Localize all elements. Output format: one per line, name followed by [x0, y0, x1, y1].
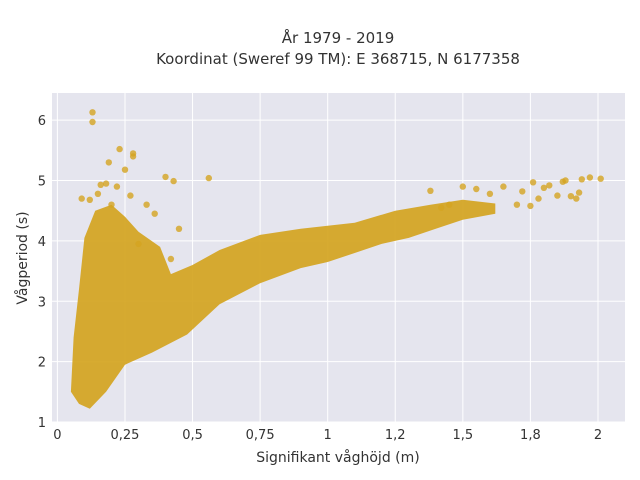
data-point: [89, 109, 96, 116]
x-tick-label: 0,5: [182, 428, 203, 443]
x-tick-label: 2: [594, 428, 602, 443]
y-tick-label: 3: [38, 295, 46, 310]
data-point: [162, 173, 169, 181]
chart-title-line-1: År 1979 - 2019: [281, 29, 395, 47]
data-point: [535, 195, 542, 202]
data-point: [78, 195, 85, 202]
data-point: [427, 187, 434, 194]
chart-title-line-2: Koordinat (Sweref 99 TM): E 368715, N 61…: [156, 50, 520, 68]
data-point: [513, 201, 521, 208]
data-point: [127, 192, 134, 199]
data-point: [113, 183, 121, 190]
data-point: [121, 166, 129, 173]
data-point: [446, 201, 453, 208]
data-point: [175, 225, 183, 232]
data-point: [540, 184, 548, 191]
data-point: [519, 188, 526, 195]
data-point: [438, 204, 445, 211]
data-point: [129, 153, 137, 160]
data-point: [486, 190, 494, 197]
data-point: [143, 201, 150, 208]
data-point: [167, 255, 175, 263]
x-tick-label: 0,75: [246, 428, 275, 443]
data-point: [573, 195, 580, 202]
x-axis-title: Signifikant våghöjd (m): [256, 449, 419, 466]
data-point: [97, 181, 104, 188]
data-point: [205, 174, 212, 182]
x-tick-labels: 0 0,25 0,5 0,75 1 1,2 1,5 1,8 2: [53, 428, 602, 443]
data-point: [597, 175, 604, 182]
data-point: [529, 179, 537, 186]
data-point: [546, 182, 553, 189]
y-tick-label: 4: [38, 235, 46, 250]
data-point: [578, 176, 585, 183]
x-tick-label: 1,8: [520, 428, 541, 443]
data-points: [78, 109, 604, 263]
x-tick-label: 0,25: [110, 428, 139, 443]
data-point: [554, 192, 561, 199]
data-point: [116, 145, 123, 153]
x-tick-label: 1,2: [385, 428, 406, 443]
data-point: [108, 201, 115, 208]
data-point: [151, 210, 158, 217]
y-tick-label: 5: [38, 175, 46, 190]
data-point: [459, 183, 466, 190]
data-point: [105, 159, 113, 166]
x-tick-label: 0: [53, 428, 61, 443]
dense-cloud-area: [70, 199, 496, 409]
x-tick-label: 1: [324, 428, 332, 443]
x-tick-label: 1,5: [452, 428, 473, 443]
data-point: [102, 180, 110, 187]
data-point: [94, 190, 102, 197]
data-point: [575, 189, 583, 196]
y-tick-labels: 1 2 3 4 5 6: [38, 114, 46, 431]
y-axis-title: Vågperiod (s): [14, 211, 31, 304]
data-point: [500, 183, 507, 190]
data-point: [562, 177, 569, 184]
data-point: [86, 196, 94, 203]
chart-title: År 1979 - 2019 Koordinat (Sweref 99 TM):…: [0, 28, 640, 70]
data-point: [567, 193, 575, 200]
data-point: [135, 240, 142, 248]
y-tick-label: 1: [38, 416, 46, 431]
data-point: [89, 118, 96, 126]
data-point: [170, 177, 177, 185]
y-tick-label: 2: [38, 356, 46, 371]
data-point: [586, 174, 594, 181]
data-point: [527, 202, 534, 210]
dense-point-cloud: [70, 199, 496, 409]
y-tick-label: 6: [38, 114, 46, 129]
data-point: [473, 185, 480, 193]
